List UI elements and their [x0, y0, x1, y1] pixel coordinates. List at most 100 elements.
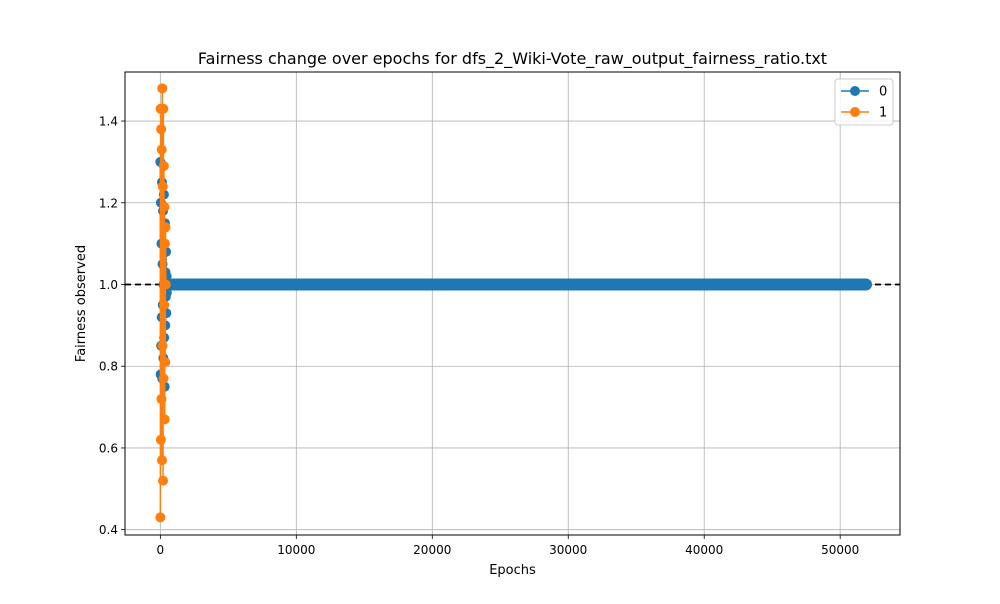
- data-point: [158, 475, 169, 486]
- data-point: [182, 279, 193, 290]
- data-point: [159, 414, 170, 425]
- data-point: [508, 279, 519, 290]
- legend-label: 0: [879, 85, 887, 100]
- data-point: [413, 279, 424, 290]
- data-point: [780, 279, 791, 290]
- data-point: [740, 279, 750, 290]
- data-point: [157, 83, 168, 94]
- data-point: [726, 279, 737, 290]
- data-point: [617, 279, 628, 290]
- grid: [125, 72, 900, 535]
- data-point: [155, 512, 166, 523]
- data-point: [522, 279, 533, 290]
- data-point: [794, 279, 805, 290]
- data-point: [767, 279, 778, 290]
- data-point: [807, 279, 818, 290]
- x-tick-label: 50000: [821, 543, 859, 557]
- x-tick-label: 40000: [685, 543, 723, 557]
- data-point: [160, 222, 171, 233]
- data-point: [159, 299, 170, 310]
- legend-label: 1: [879, 106, 887, 121]
- data-point: [159, 238, 170, 249]
- data-point: [549, 279, 560, 290]
- series-line: [159, 161, 867, 387]
- data-point: [440, 279, 451, 290]
- data-point: [223, 279, 234, 290]
- ticks: 0 10000 20000 30000 40000 50000 0.4 0.6 0.8 1.0 1.…: [99, 115, 859, 557]
- x-tick-label: 10000: [277, 543, 315, 557]
- data-point: [156, 124, 167, 135]
- data-point: [264, 279, 275, 290]
- data-point: [209, 279, 220, 290]
- data-point: [332, 279, 343, 290]
- data-point: [318, 279, 329, 290]
- data-point: [495, 279, 506, 290]
- y-tick-label: 1.4: [99, 115, 118, 129]
- data-point: [156, 455, 167, 466]
- y-tick-label: 0.8: [99, 360, 118, 374]
- data-point: [277, 279, 288, 290]
- data-point: [386, 279, 397, 290]
- data-point: [158, 373, 169, 384]
- x-tick-label: 20000: [413, 543, 451, 557]
- data-point: [468, 279, 479, 290]
- plot-frame: [124, 71, 901, 536]
- x-axis-label: Epochs: [489, 563, 536, 578]
- data-point: [861, 279, 872, 290]
- data-point: [291, 279, 302, 290]
- y-tick-label: 0.4: [99, 523, 118, 537]
- y-tick-label: 1.0: [99, 278, 118, 292]
- data-point: [156, 393, 167, 404]
- data-point: [590, 279, 601, 290]
- data-point: [160, 279, 171, 290]
- chart-title: Fairness change over epochs for dfs_2_Wi…: [198, 49, 827, 69]
- data-point: [427, 279, 438, 290]
- data-point: [236, 279, 247, 290]
- data-point: [159, 201, 170, 212]
- y-tick-label: 1.2: [99, 196, 118, 210]
- data-point: [454, 279, 465, 290]
- data-point: [158, 160, 169, 171]
- data-point: [304, 279, 315, 290]
- data-point: [345, 279, 356, 290]
- data-point: [563, 279, 574, 290]
- data-point: [158, 103, 169, 114]
- series-1: [155, 83, 171, 523]
- data-point: [604, 279, 615, 290]
- data-point: [157, 181, 168, 192]
- data-point: [155, 434, 166, 445]
- x-tick-label: 30000: [549, 543, 587, 557]
- data-point: [536, 279, 547, 290]
- data-point: [359, 279, 370, 290]
- data-point: [644, 279, 655, 290]
- data-point: [712, 279, 723, 290]
- x-tick-label: 0: [157, 543, 165, 557]
- data-point: [372, 279, 383, 290]
- data-point: [168, 279, 179, 290]
- data-point: [157, 340, 168, 351]
- data-point: [685, 279, 696, 290]
- data-point: [160, 357, 171, 368]
- data-point: [631, 279, 642, 290]
- data-point: [835, 279, 846, 290]
- data-point: [481, 279, 492, 290]
- data-point: [753, 279, 764, 290]
- data-point: [672, 279, 683, 290]
- series-layer: [155, 83, 873, 523]
- legend-marker: [850, 86, 860, 96]
- data-point: [400, 279, 411, 290]
- series-0: [155, 156, 873, 392]
- legend: 01: [834, 78, 894, 126]
- data-point: [658, 279, 669, 290]
- data-point: [821, 279, 832, 290]
- data-point: [250, 279, 261, 290]
- legend-marker: [850, 107, 860, 117]
- data-point: [156, 144, 167, 155]
- data-point: [576, 279, 587, 290]
- data-point: [699, 279, 710, 290]
- data-point: [848, 279, 859, 290]
- data-point: [196, 279, 207, 290]
- y-axis-label: Fairness observed: [74, 245, 89, 362]
